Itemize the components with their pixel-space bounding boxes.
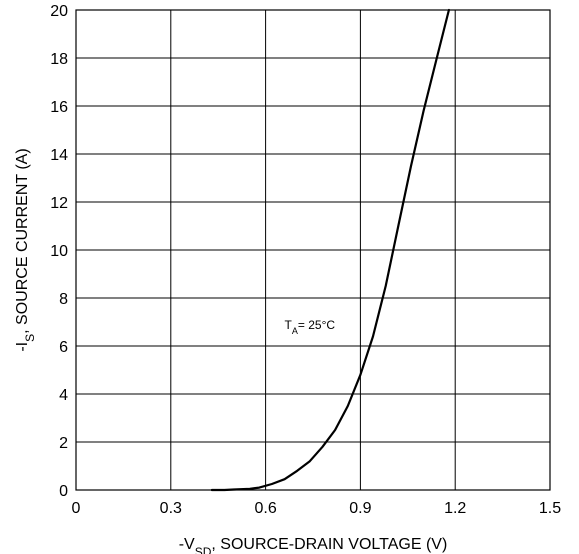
y-axis-label-prefix: -I: [14, 342, 31, 352]
annotation-temperature: TA= 25°C: [285, 318, 336, 336]
y-tick-label: 14: [50, 147, 68, 164]
y-tick-label: 2: [59, 435, 68, 452]
y-tick-label: 16: [50, 99, 68, 116]
x-axis-label: -VSD, SOURCE-DRAIN VOLTAGE (V): [179, 536, 448, 554]
y-tick-labels: 0 2 4 6 8 10 12 14 16 18 20: [50, 3, 68, 500]
x-tick-label: 1.2: [444, 500, 466, 517]
y-axis-label-suffix: , SOURCE CURRENT (A): [14, 148, 31, 334]
x-tick-label: 0.3: [160, 500, 182, 517]
series-line: [210, 8, 450, 492]
y-tick-label: 0: [59, 483, 68, 500]
y-tick-label: 4: [59, 387, 68, 404]
y-tick-label: 6: [59, 339, 68, 356]
annotation-suffix: = 25°C: [298, 318, 335, 332]
y-tick-label: 12: [50, 195, 68, 212]
x-axis-label-sub: SD: [195, 545, 212, 554]
y-tick-label: 20: [50, 3, 68, 20]
grid-lines: [76, 10, 550, 490]
x-tick-label: 0: [72, 500, 81, 517]
x-tick-label: 0.9: [349, 500, 371, 517]
plot-frame: [75, 9, 551, 491]
y-tick-label: 10: [50, 243, 68, 260]
x-tick-label: 0.6: [254, 500, 276, 517]
y-tick-label: 8: [59, 291, 68, 308]
annotation-sub: A: [292, 326, 298, 336]
x-axis-label-suffix: , SOURCE-DRAIN VOLTAGE (V): [211, 536, 447, 553]
x-tick-label: 1.5: [539, 500, 561, 517]
x-tick-labels: 0 0.3 0.6 0.9 1.2 1.5: [72, 500, 562, 517]
y-axis-label: -IS, SOURCE CURRENT (A): [14, 148, 37, 351]
annotation-prefix: T: [285, 318, 293, 332]
x-axis-label-prefix: -V: [179, 536, 195, 553]
y-tick-label: 18: [50, 51, 68, 68]
y-axis-label-sub: S: [23, 334, 37, 342]
